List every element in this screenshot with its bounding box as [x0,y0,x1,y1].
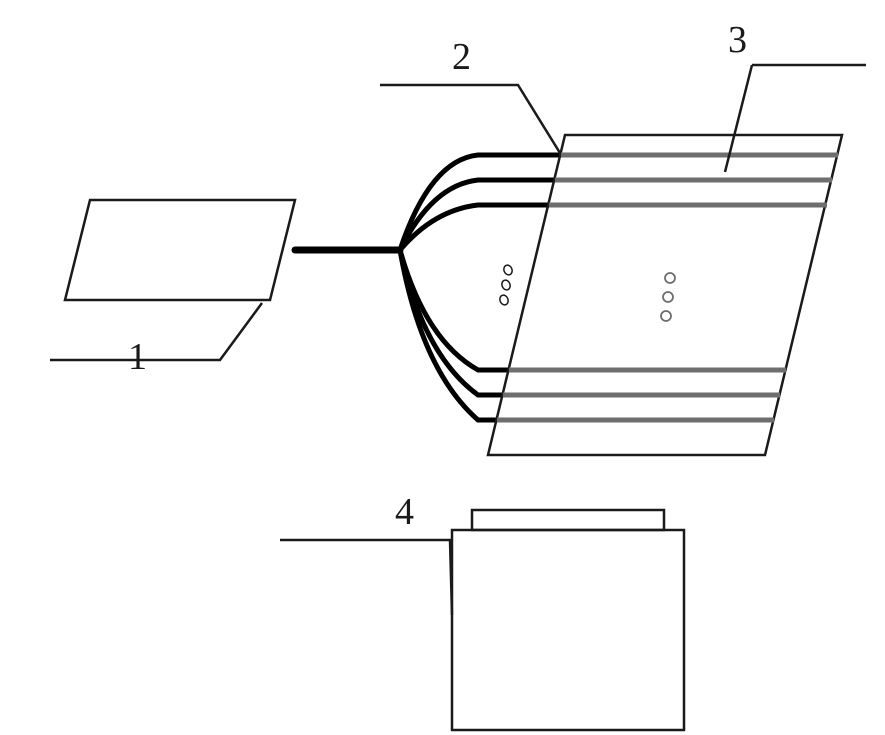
panel-outline [488,135,842,455]
component-1-box [65,200,295,300]
panel-grey-bars [497,155,838,420]
ellipsis-dots-right [661,273,675,321]
label-4: 4 [395,490,414,534]
component-4-box [452,510,684,730]
fan-lines [400,155,561,420]
label-leaders [50,65,866,615]
label-3: 3 [728,18,747,62]
label-2: 2 [452,35,471,79]
ellipsis-dots-left [499,264,514,306]
label-1: 1 [128,335,147,379]
